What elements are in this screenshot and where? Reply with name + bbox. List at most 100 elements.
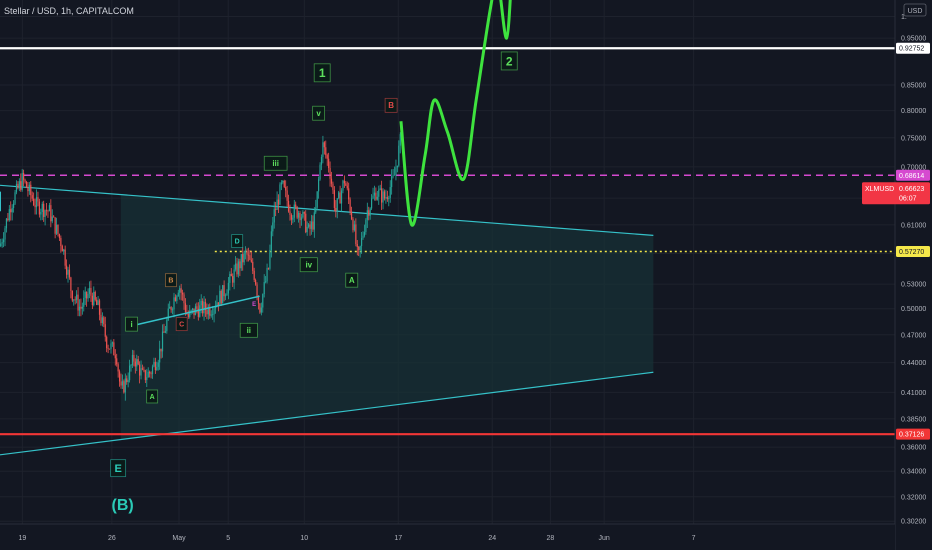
- candle-body: [242, 254, 244, 263]
- wave-label[interactable]: A: [345, 272, 359, 288]
- triangle-lower-line[interactable]: [0, 371, 654, 456]
- level-price-tag[interactable]: [896, 169, 930, 181]
- candle-body: [244, 250, 247, 253]
- candle-body: [318, 179, 320, 192]
- candle-body: [70, 277, 72, 291]
- candle-body: [38, 201, 40, 215]
- candle-body: [280, 182, 282, 185]
- candle-body: [359, 246, 361, 250]
- current-price-tag[interactable]: [862, 182, 930, 205]
- candle-body: [44, 210, 46, 217]
- wave-projection-path[interactable]: [399, 0, 512, 227]
- wave-trendline[interactable]: [131, 295, 260, 327]
- candle-body: [190, 310, 192, 312]
- candle-body: [249, 255, 251, 260]
- wave-label[interactable]: (B): [112, 497, 134, 514]
- candle-body: [87, 293, 89, 299]
- candle-body: [320, 157, 323, 165]
- candle-body: [166, 319, 168, 332]
- candle-body: [58, 234, 61, 238]
- candle-body: [293, 204, 295, 218]
- wave-label[interactable]: D: [231, 234, 244, 248]
- candle-body: [104, 324, 106, 337]
- triangle-upper-line[interactable]: [0, 184, 654, 236]
- candle-body: [270, 231, 272, 251]
- level-price-tag[interactable]: [896, 42, 930, 54]
- candle-body: [131, 354, 134, 366]
- current-price-value: 0.66623: [899, 186, 924, 193]
- candle-body: [272, 222, 274, 232]
- wave-label[interactable]: C: [175, 317, 188, 332]
- candle-body: [126, 378, 128, 383]
- candle-body: [285, 187, 287, 191]
- wave-label[interactable]: B: [384, 97, 398, 113]
- candle-body: [388, 197, 390, 199]
- wave-label[interactable]: iv: [299, 257, 318, 273]
- candle-body: [128, 365, 131, 381]
- candle-body: [277, 199, 280, 205]
- time-axis[interactable]: [0, 524, 895, 550]
- candle-body: [383, 191, 386, 199]
- wave-label[interactable]: E: [110, 459, 127, 478]
- wave-label[interactable]: 2: [500, 51, 518, 71]
- candle-body: [302, 212, 304, 218]
- wave-label[interactable]: iii: [263, 155, 288, 171]
- candle-body: [234, 263, 237, 270]
- wave-label-box: [384, 97, 398, 113]
- candle-body: [77, 294, 79, 311]
- y-tick-label: 0.70000: [901, 164, 926, 171]
- level-price-tag[interactable]: [896, 245, 930, 257]
- candle-body: [395, 167, 397, 175]
- x-tick-label: Jun: [598, 535, 609, 542]
- candle-body: [373, 192, 376, 196]
- candle-body: [54, 217, 56, 234]
- wave-label[interactable]: 1: [313, 63, 331, 83]
- candle-body: [55, 224, 58, 234]
- y-tick-label: 0.44000: [901, 360, 926, 367]
- candle-body: [100, 314, 102, 324]
- x-tick-label: 10: [300, 535, 308, 542]
- candle-body: [110, 343, 112, 349]
- candle-body: [255, 279, 257, 285]
- level-price-tag[interactable]: [896, 428, 930, 440]
- candle-body: [114, 355, 116, 359]
- candle-body: [379, 188, 381, 190]
- candle-body: [97, 300, 99, 305]
- candle-body: [84, 291, 86, 298]
- candle-body: [179, 288, 181, 293]
- currency-box[interactable]: [903, 3, 927, 17]
- candle-body: [396, 165, 398, 168]
- wave-label[interactable]: E: [252, 302, 256, 308]
- wave-label[interactable]: ii: [239, 322, 258, 338]
- candle-body: [295, 204, 297, 207]
- candle-body: [120, 381, 122, 386]
- candle-body: [289, 211, 291, 215]
- candle-body: [170, 307, 172, 311]
- candle-body: [149, 371, 151, 374]
- candle-body: [287, 200, 290, 212]
- y-tick-label: 0.36000: [901, 445, 926, 452]
- wave-label[interactable]: v: [312, 105, 326, 121]
- candle-body: [111, 342, 114, 344]
- candle-body: [275, 209, 277, 211]
- candle-body: [313, 212, 315, 230]
- wave-label-box: [165, 273, 177, 288]
- candle-body: [330, 178, 333, 184]
- candle-body: [37, 197, 39, 202]
- price-axis[interactable]: [895, 0, 932, 550]
- wave-label[interactable]: A: [146, 389, 159, 404]
- wave-label-box: [239, 322, 258, 338]
- candle-body: [107, 348, 109, 349]
- wave-label-text: iii: [272, 159, 279, 168]
- wave-label-text: iv: [305, 261, 312, 270]
- wave-label-text: 1: [319, 66, 326, 80]
- wave-label[interactable]: B: [165, 273, 177, 288]
- level-price-text: 0.92752: [899, 46, 924, 53]
- wave-label-text: v: [316, 109, 321, 118]
- candle-body: [68, 269, 71, 278]
- wave-label[interactable]: i: [125, 316, 138, 332]
- wave-label-box: [125, 316, 138, 332]
- wave-label-text: ii: [247, 326, 251, 335]
- x-tick-label: 24: [488, 535, 496, 542]
